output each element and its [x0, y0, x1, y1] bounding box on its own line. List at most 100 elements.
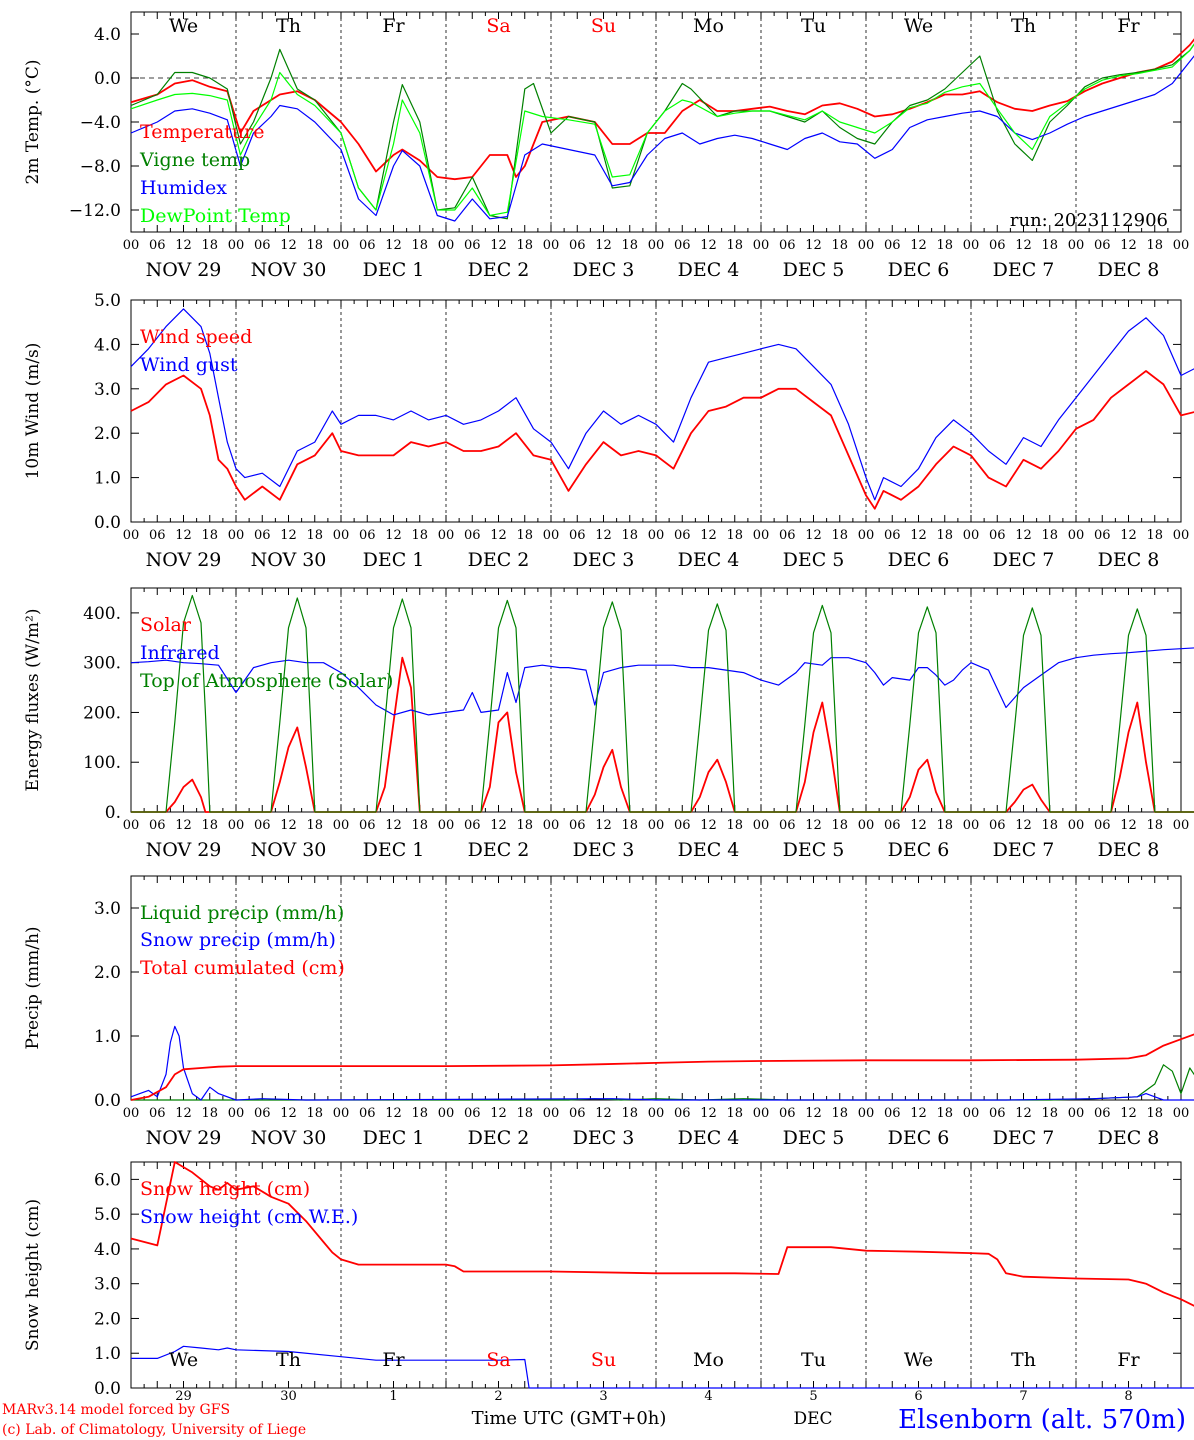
hour-tick-label: 00: [333, 528, 350, 543]
y-tick-label: 2.0: [94, 1309, 121, 1329]
hour-tick-label: 06: [989, 528, 1006, 543]
y-tick-label: 0.0: [94, 1091, 121, 1111]
legend-entry: Humidex: [140, 177, 227, 199]
y-axis-title: 10m Wind (m/s): [23, 343, 43, 480]
day-label: DEC 4: [678, 549, 740, 571]
day-label: NOV 29: [146, 549, 222, 571]
weekday-label: Fr: [1117, 1349, 1140, 1371]
y-tick-label: 5.0: [94, 291, 121, 311]
hour-tick-label: 12: [280, 1106, 297, 1121]
day-number-label: 30: [280, 1389, 297, 1404]
hour-tick-label: 18: [1041, 1106, 1058, 1121]
hour-tick-label: 12: [910, 238, 927, 253]
hour-tick-label: 00: [543, 528, 560, 543]
weekday-label: Su: [591, 15, 616, 37]
day-label: DEC 8: [1098, 259, 1160, 281]
hour-tick-label: 12: [385, 818, 402, 833]
hour-tick-label: 06: [1094, 818, 1111, 833]
hour-tick-label: 18: [726, 528, 743, 543]
y-tick-label: 0.0: [94, 1379, 121, 1399]
hour-tick-label: 12: [490, 1106, 507, 1121]
hour-tick-label: 00: [858, 238, 875, 253]
weekday-label: Mo: [693, 1349, 724, 1371]
weekday-label: Th: [276, 15, 301, 37]
day-label: NOV 29: [146, 839, 222, 861]
hour-tick-label: 12: [175, 528, 192, 543]
hour-tick-label: 12: [175, 1106, 192, 1121]
hour-tick-label: 06: [674, 818, 691, 833]
day-number-label: 7: [1019, 1389, 1027, 1404]
hour-tick-label: 00: [228, 818, 245, 833]
y-axis-title: Energy fluxes (W/m²): [23, 609, 43, 792]
hour-tick-label: 00: [123, 528, 140, 543]
hour-tick-label: 06: [569, 528, 586, 543]
weekday-label: Fr: [382, 15, 405, 37]
plot-frame: [130, 587, 1182, 813]
hour-tick-label: 00: [963, 528, 980, 543]
day-label: DEC 7: [993, 839, 1055, 861]
hour-tick-label: 12: [490, 818, 507, 833]
hour-tick-label: 18: [411, 238, 428, 253]
day-label: DEC 7: [993, 1127, 1055, 1149]
hour-tick-label: 06: [569, 238, 586, 253]
y-tick-label: 0.: [105, 803, 121, 823]
weekday-label: Su: [591, 1349, 616, 1371]
hour-tick-label: 06: [149, 528, 166, 543]
day-label: DEC 4: [678, 839, 740, 861]
day-number-label: 8: [1124, 1389, 1132, 1404]
hour-tick-label: 12: [805, 1106, 822, 1121]
hour-tick-label: 06: [674, 238, 691, 253]
hour-tick-label: 00: [438, 238, 455, 253]
day-label: DEC 5: [783, 839, 845, 861]
y-tick-label: 0.0: [94, 513, 121, 533]
day-label: DEC 2: [468, 549, 530, 571]
hour-tick-label: 12: [805, 528, 822, 543]
hour-tick-label: 00: [1068, 1106, 1085, 1121]
hour-tick-label: 18: [516, 528, 533, 543]
hour-tick-label: 06: [1094, 1106, 1111, 1121]
hour-tick-label: 00: [1068, 818, 1085, 833]
hour-tick-label: 06: [569, 818, 586, 833]
day-label: DEC 3: [573, 1127, 635, 1149]
hour-tick-label: 00: [228, 528, 245, 543]
hour-tick-label: 06: [989, 818, 1006, 833]
hour-tick-label: 06: [359, 818, 376, 833]
y-tick-label: 3.0: [94, 380, 121, 400]
hour-tick-label: 12: [805, 238, 822, 253]
hour-tick-label: 06: [779, 1106, 796, 1121]
day-label: DEC 3: [573, 839, 635, 861]
weekday-label: We: [169, 1349, 198, 1371]
y-tick-label: −4.0: [80, 113, 121, 133]
hour-tick-label: 12: [595, 818, 612, 833]
hour-tick-label: 18: [516, 818, 533, 833]
day-label: NOV 30: [251, 549, 327, 571]
hour-tick-label: 12: [1120, 528, 1137, 543]
weekday-label: We: [904, 1349, 933, 1371]
hour-tick-label: 00: [1068, 528, 1085, 543]
hour-tick-label: 18: [726, 818, 743, 833]
series-line-total-cumulated-cm: [130, 1033, 1194, 1101]
day-label: DEC 2: [468, 259, 530, 281]
hour-tick-label: 06: [779, 818, 796, 833]
hour-tick-label: 18: [201, 528, 218, 543]
y-tick-label: 200.: [83, 703, 121, 723]
hour-tick-label: 00: [438, 1106, 455, 1121]
hour-tick-label: 06: [359, 238, 376, 253]
hour-tick-label: 00: [858, 818, 875, 833]
y-tick-label: 400.: [83, 604, 121, 624]
panel-4: 3.0 2.0 1.0 0.0 Precip (mm/h) Liquid precip (…: [23, 875, 1194, 1149]
hour-tick-label: 18: [516, 1106, 533, 1121]
hour-tick-label: 00: [123, 818, 140, 833]
day-label: DEC 5: [783, 549, 845, 571]
footer-credit-lab: (c) Lab. of Climatology, University of L…: [2, 1422, 306, 1438]
hour-tick-label: 12: [910, 1106, 927, 1121]
day-label: DEC 7: [993, 549, 1055, 571]
y-tick-label: 1.0: [94, 1027, 121, 1047]
hour-tick-label: 06: [254, 818, 271, 833]
day-label: DEC 6: [888, 1127, 950, 1149]
weekday-label: Mo: [693, 15, 724, 37]
day-number-label: 3: [599, 1389, 607, 1404]
hour-tick-label: 06: [464, 1106, 481, 1121]
hour-tick-label: 18: [1041, 238, 1058, 253]
